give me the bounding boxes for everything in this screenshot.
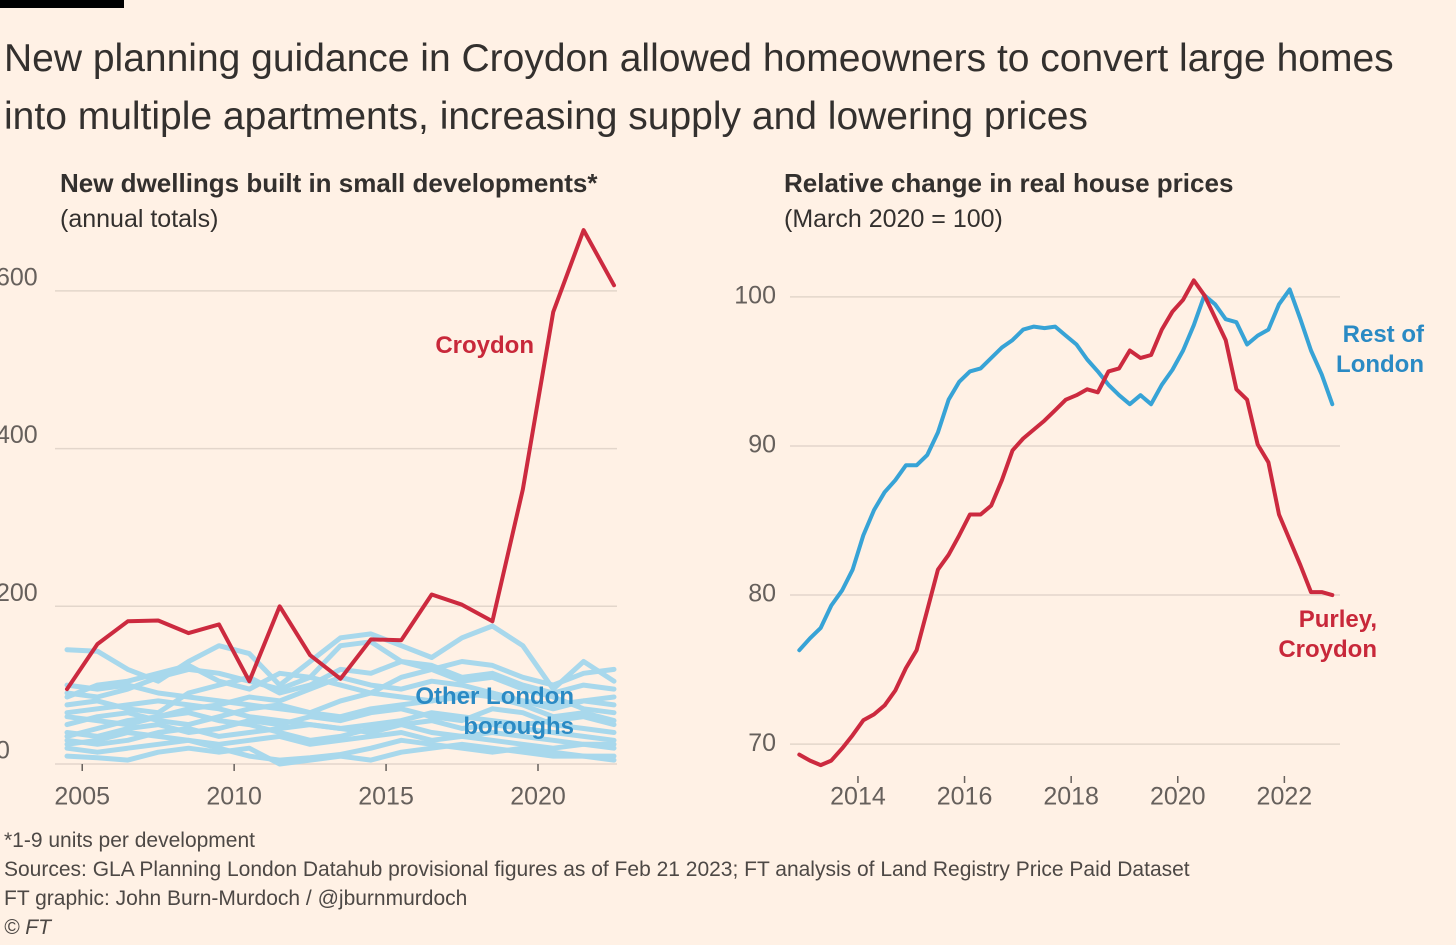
right-chart-subtitle: (March 2020 = 100): [784, 205, 1003, 233]
series-label: Croydon: [435, 332, 534, 359]
borough-line: [64, 706, 617, 739]
x-tick-label: 2005: [54, 783, 110, 811]
borough-line: [64, 690, 617, 728]
credit: FT graphic: John Burn-Murdoch / @jburnmu…: [4, 887, 468, 910]
borough-line: [64, 659, 617, 716]
series-label: Purley, Croydon: [1278, 606, 1377, 663]
main-title: New planning guidance in Croydon allowed…: [4, 37, 1394, 138]
left-chart-subtitle: (annual totals): [60, 205, 219, 233]
x-tick-label: 2016: [937, 783, 993, 811]
copyright: © FT: [4, 916, 51, 939]
y-tick-label: 80: [748, 580, 776, 608]
left-chart-title: New dwellings built in small development…: [60, 168, 598, 198]
x-tick-label: 2022: [1257, 783, 1313, 811]
footnote: *1-9 units per development: [4, 829, 255, 852]
borough-line: [64, 623, 617, 692]
annotation: Other London boroughs: [415, 683, 574, 740]
x-tick-label: 2018: [1043, 783, 1099, 811]
y-tick-label: 0: [0, 737, 10, 765]
series-label: Rest of London: [1336, 321, 1424, 378]
borough-line: [64, 730, 617, 763]
y-tick-label: 70: [748, 729, 776, 757]
x-tick-label: 2015: [358, 783, 414, 811]
x-tick-label: 2020: [1150, 783, 1206, 811]
borough-line: [64, 639, 617, 700]
series-line: [797, 278, 1335, 768]
borough-line: [64, 730, 617, 755]
y-tick-label: 600: [0, 263, 38, 291]
x-tick-label: 2010: [206, 783, 262, 811]
borough-line: [64, 682, 617, 720]
y-tick-label: 200: [0, 579, 38, 607]
borough-line: [64, 710, 617, 747]
x-tick-label: 2014: [830, 783, 886, 811]
series-line: [797, 287, 1335, 653]
y-tick-label: 90: [748, 431, 776, 459]
brand-bar: [0, 0, 124, 8]
x-tick-label: 2020: [510, 783, 566, 811]
y-tick-label: 400: [0, 421, 38, 449]
right-chart-title: Relative change in real house prices: [784, 168, 1234, 198]
y-tick-label: 100: [734, 281, 776, 309]
sources: Sources: GLA Planning London Datahub pro…: [4, 858, 1190, 881]
series-line: [65, 228, 616, 692]
borough-line: [64, 659, 617, 700]
borough-line: [64, 698, 617, 731]
